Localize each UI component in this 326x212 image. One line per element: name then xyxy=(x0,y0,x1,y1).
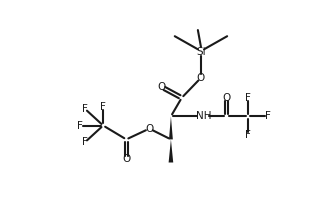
Text: F: F xyxy=(245,93,251,103)
Text: Si: Si xyxy=(196,47,206,57)
Text: O: O xyxy=(157,82,166,92)
Text: F: F xyxy=(100,102,106,112)
Text: F: F xyxy=(82,104,88,114)
Polygon shape xyxy=(169,116,173,139)
Text: O: O xyxy=(222,93,230,103)
Text: O: O xyxy=(197,73,205,83)
Text: F: F xyxy=(77,121,83,131)
Text: F: F xyxy=(82,137,88,148)
Text: F: F xyxy=(265,111,271,121)
Polygon shape xyxy=(169,139,173,163)
Text: O: O xyxy=(145,124,154,134)
Text: O: O xyxy=(122,154,130,165)
Text: F: F xyxy=(245,130,251,140)
Text: NH: NH xyxy=(196,111,211,121)
